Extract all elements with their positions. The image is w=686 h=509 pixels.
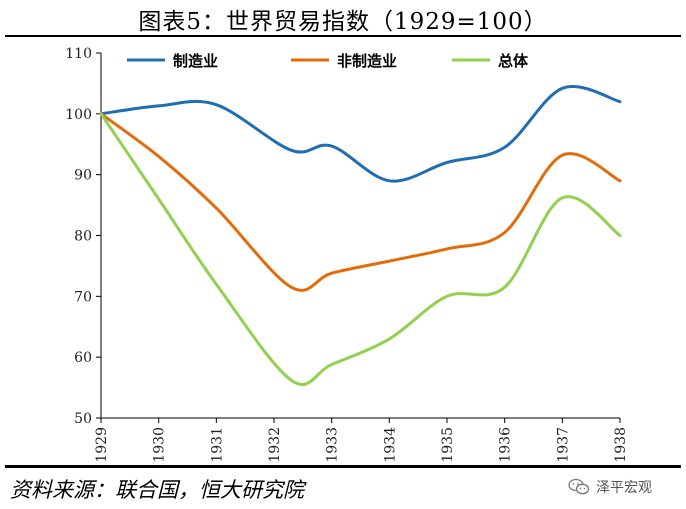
x-tick-label: 1930 xyxy=(152,427,168,463)
page-title: 图表5：世界贸易指数（1929=100） xyxy=(138,9,548,35)
legend-label-2: 总体 xyxy=(498,52,529,70)
legend: 制造业 非制造业 总体 xyxy=(127,52,529,70)
series-line-0 xyxy=(99,85,622,183)
axes: 50 60 70 80 90 100 110 1929 1930 1931 1932 1933 1934… xyxy=(65,46,629,463)
y-tick-label: 50 xyxy=(74,411,92,427)
series-line-2 xyxy=(99,112,622,386)
y-tick-label: 100 xyxy=(65,107,92,123)
x-tick-label: 1934 xyxy=(382,427,398,463)
x-tick-label: 1932 xyxy=(267,427,283,463)
x-tick-label: 1931 xyxy=(209,427,225,463)
title-rule xyxy=(5,35,681,37)
x-tick-label: 1937 xyxy=(555,427,571,463)
source-note: 资料来源：联合国，恒大研究院 xyxy=(10,478,304,502)
legend-label-0: 制造业 xyxy=(173,52,218,70)
y-tick-label: 60 xyxy=(74,350,92,366)
x-tick-label: 1933 xyxy=(325,427,341,463)
legend-label-1: 非制造业 xyxy=(337,52,397,70)
x-tick-label: 1938 xyxy=(613,427,629,463)
series-lines xyxy=(99,85,622,386)
watermark-text: 泽平宏观 xyxy=(596,480,652,496)
wechat-icon xyxy=(568,478,590,495)
y-tick-label: 80 xyxy=(74,229,92,245)
x-tick-label: 1936 xyxy=(498,427,514,463)
x-tick-label: 1935 xyxy=(440,427,456,463)
chart: 50 60 70 80 90 100 110 1929 1930 1931 1932 1933 1934… xyxy=(65,46,629,463)
x-tick-label: 1929 xyxy=(94,427,110,463)
series-line-1 xyxy=(99,112,622,292)
y-tick-label: 110 xyxy=(65,46,92,62)
watermark: 泽平宏观 xyxy=(568,476,652,498)
y-tick-label: 90 xyxy=(74,168,92,184)
y-tick-label: 70 xyxy=(74,289,92,305)
source-rule xyxy=(5,465,681,468)
